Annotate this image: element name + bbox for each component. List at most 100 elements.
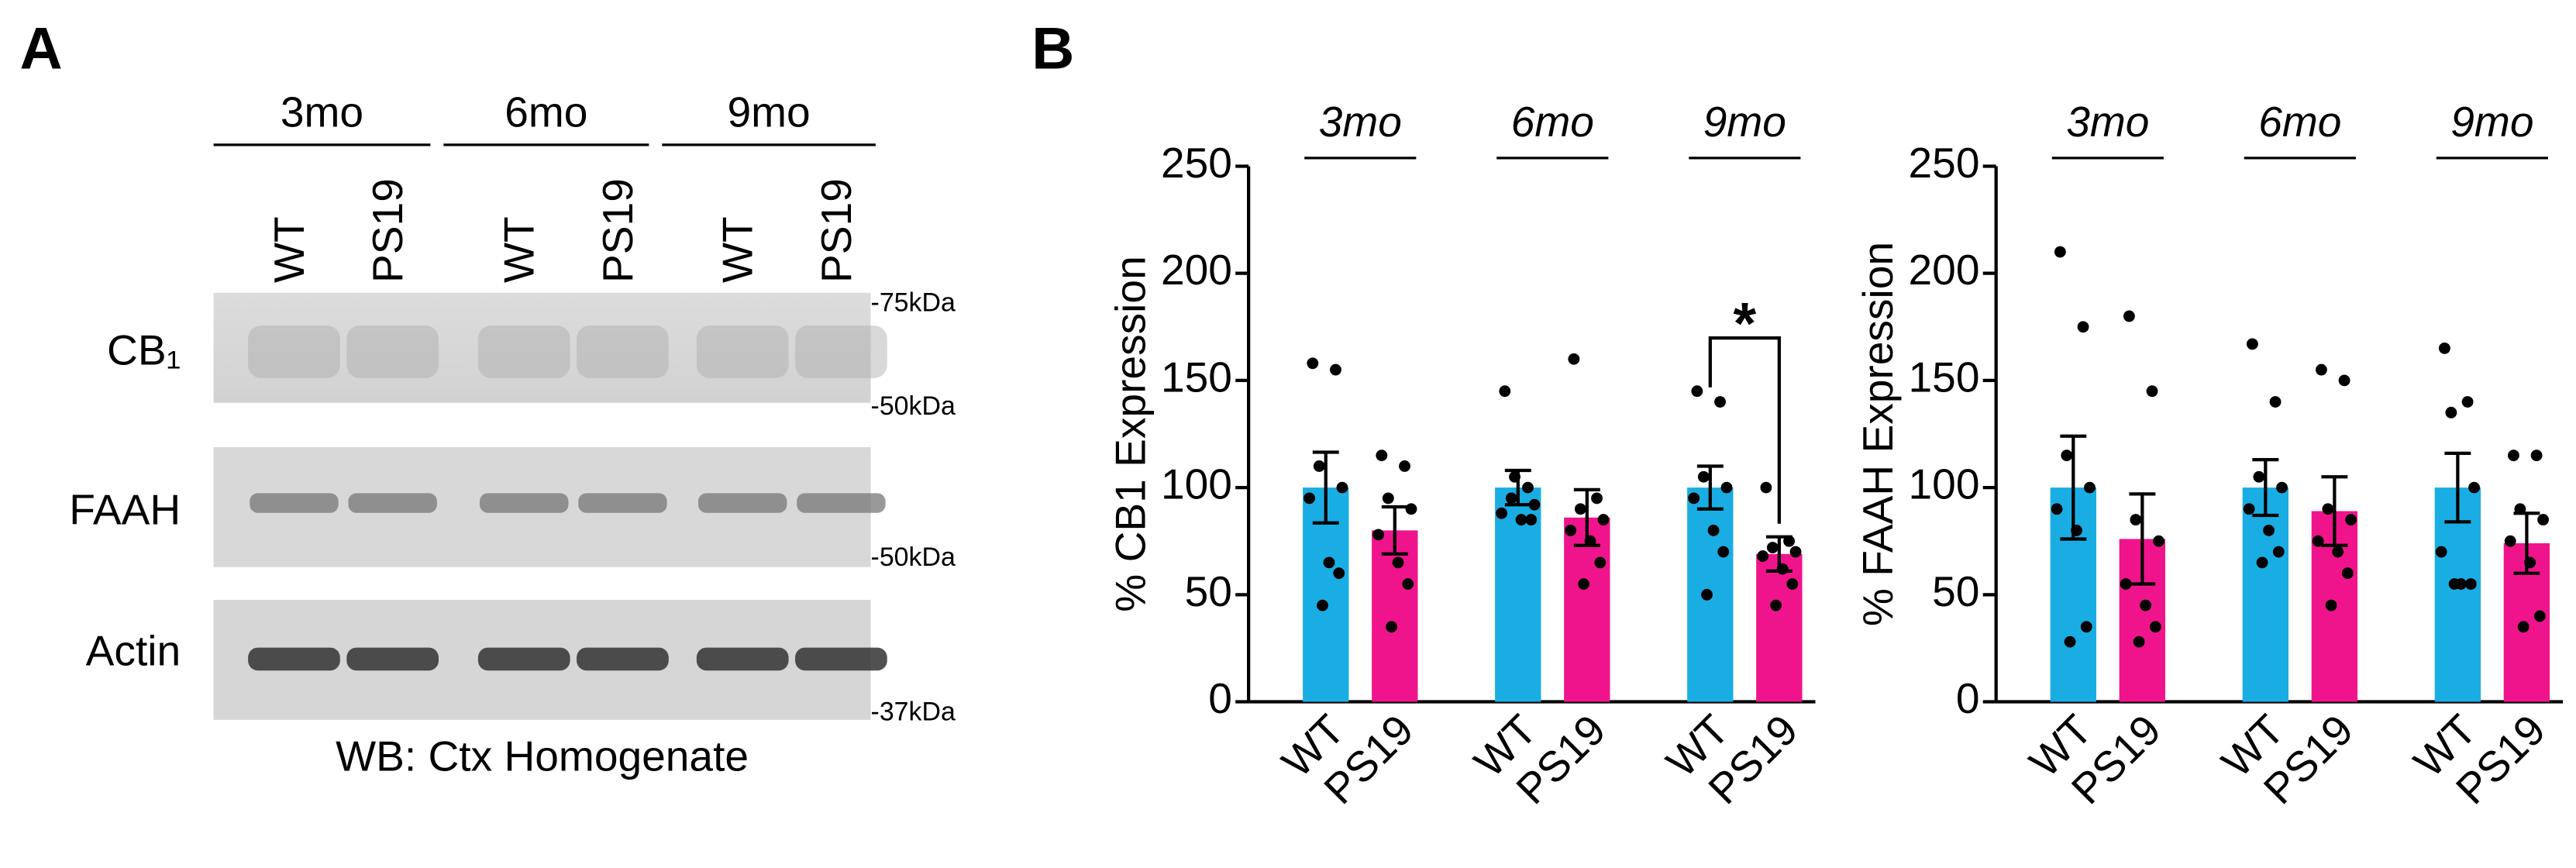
- data-point: [2146, 385, 2158, 398]
- band: [250, 493, 339, 513]
- blot-caption: WB: Ctx Homogenate: [336, 732, 749, 780]
- data-point: [1405, 503, 1417, 515]
- data-point: [1307, 357, 1319, 370]
- bar: [1756, 553, 1803, 702]
- data-point: [1499, 385, 1511, 398]
- data-point: [1376, 450, 1388, 462]
- y-tick-label: 100: [1161, 460, 1232, 508]
- data-point: [2263, 524, 2275, 536]
- data-point: [2448, 578, 2461, 590]
- data-point: [2508, 450, 2519, 462]
- error-bar: [2252, 458, 2279, 518]
- data-point: [2461, 396, 2474, 408]
- data-point: [1382, 492, 1394, 505]
- band: [697, 493, 787, 513]
- data-point: [2051, 503, 2063, 515]
- band: [797, 493, 886, 513]
- data-point: [1597, 514, 1610, 525]
- data-point: [2130, 514, 2142, 525]
- error-bar: [2060, 434, 2087, 541]
- data-point: [1688, 492, 1700, 505]
- data-point: [1399, 460, 1410, 472]
- band: [248, 326, 340, 378]
- data-point: [2149, 621, 2161, 633]
- data-point: [1707, 524, 1720, 536]
- data-point: [2123, 310, 2135, 322]
- data-point: [2243, 503, 2255, 515]
- data-point: [2080, 621, 2092, 633]
- data-point: [2514, 503, 2526, 515]
- band: [578, 493, 667, 513]
- data-point: [1591, 492, 1603, 505]
- data-point: [1515, 514, 1527, 525]
- y-axis-label: % FAAH Expression: [1854, 242, 1902, 626]
- data-point: [1789, 546, 1802, 558]
- y-tick-label: 250: [1161, 139, 1232, 187]
- y-tick-label: 50: [1932, 567, 1979, 615]
- y-tick-label: 250: [1909, 139, 1980, 187]
- data-point: [2533, 610, 2546, 622]
- data-point: [2322, 503, 2334, 515]
- bar: [1372, 530, 1418, 702]
- y-tick-label: 200: [1161, 246, 1232, 294]
- data-point: [2140, 599, 2152, 611]
- mw-marker: -50kDa: [871, 542, 956, 572]
- data-point: [2269, 396, 2282, 408]
- data-point: [2253, 470, 2265, 483]
- data-point: [1760, 481, 1772, 494]
- data-point: [1317, 599, 1328, 611]
- data-point: [1574, 503, 1586, 515]
- age-label: 9mo: [728, 88, 811, 136]
- data-point: [1720, 481, 1733, 494]
- data-point: [1584, 535, 1596, 547]
- data-point: [1568, 353, 1580, 365]
- row-label: Actin: [86, 627, 181, 675]
- group-label: 9mo: [1703, 98, 1786, 146]
- y-axis-label: % CB1 Expression: [1106, 256, 1154, 611]
- data-point: [1757, 550, 1769, 562]
- data-point: [1783, 535, 1795, 547]
- band: [795, 326, 887, 378]
- band: [577, 326, 669, 378]
- error-bar: [2129, 492, 2156, 586]
- data-point: [2312, 535, 2324, 547]
- bar: [1564, 517, 1610, 702]
- data-point: [2120, 578, 2132, 590]
- data-point: [2341, 567, 2354, 580]
- data-point: [1770, 599, 1782, 611]
- mw-marker: -37kDa: [871, 697, 956, 726]
- data-point: [2524, 556, 2536, 569]
- y-tick-label: 0: [1956, 674, 1980, 722]
- y-tick-label: 0: [1208, 674, 1232, 722]
- data-point: [1697, 470, 1710, 483]
- band: [477, 326, 570, 378]
- mw-marker: -50kDa: [871, 391, 956, 421]
- data-point: [1372, 529, 1385, 541]
- y-tick-label: 150: [1161, 353, 1232, 401]
- data-point: [2315, 363, 2327, 376]
- data-point: [2054, 246, 2066, 258]
- data-point: [2064, 636, 2076, 648]
- data-point: [1522, 481, 1534, 494]
- error-bar: [1381, 505, 1408, 556]
- band: [696, 647, 789, 671]
- data-point: [2133, 636, 2145, 648]
- data-point: [1786, 578, 1799, 590]
- data-point: [1528, 498, 1541, 511]
- data-point: [1336, 481, 1348, 494]
- data-point: [1776, 563, 1789, 575]
- lane-label: PS19: [594, 178, 642, 283]
- significance-bracket: [1708, 336, 1781, 524]
- data-point: [2325, 599, 2337, 611]
- y-tick-label: 50: [1185, 567, 1232, 615]
- lane-label: WT: [265, 216, 313, 283]
- age-label: 6mo: [505, 88, 587, 136]
- data-point: [1333, 567, 1345, 580]
- data-point: [1496, 507, 1508, 519]
- data-point: [1525, 514, 1538, 525]
- data-point: [1717, 546, 1730, 558]
- data-point: [2071, 524, 2082, 536]
- data-point: [2537, 514, 2550, 525]
- data-point: [1313, 460, 1325, 472]
